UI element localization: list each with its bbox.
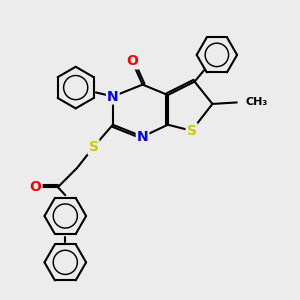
Text: S: S <box>187 124 196 138</box>
Text: S: S <box>88 140 98 154</box>
Text: N: N <box>107 89 119 103</box>
Text: N: N <box>137 130 148 144</box>
Text: O: O <box>30 180 41 194</box>
Text: O: O <box>126 54 138 68</box>
Text: CH₃: CH₃ <box>245 98 267 107</box>
